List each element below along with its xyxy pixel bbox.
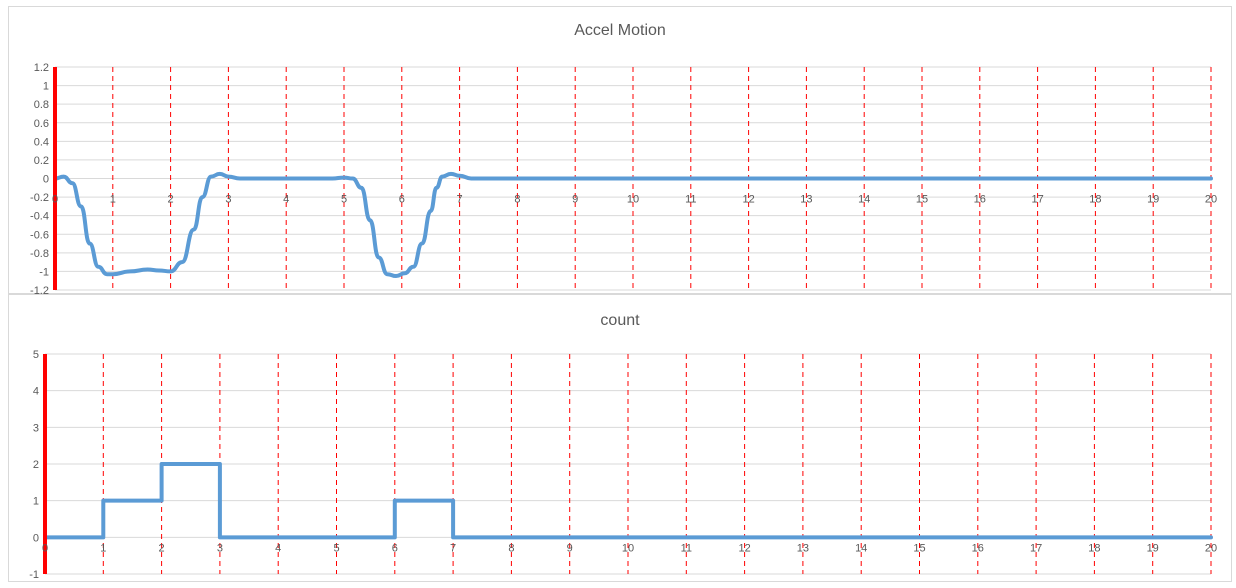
x-tick-label: 8 <box>514 194 520 206</box>
count-title: count <box>600 312 640 329</box>
y-tick-label: -0.8 <box>30 248 49 260</box>
x-tick-label: 19 <box>1147 542 1159 554</box>
x-tick-label: 2 <box>168 194 174 206</box>
x-tick-label: 1 <box>100 542 106 554</box>
x-tick-label: 8 <box>508 542 514 554</box>
x-tick-label: 12 <box>742 194 754 206</box>
x-tick-label: 4 <box>283 194 289 206</box>
x-tick-label: 14 <box>858 194 870 206</box>
y-tick-label: 0 <box>33 532 39 544</box>
y-tick-label: 0.4 <box>34 136 49 148</box>
accel-motion-plot: 1.210.80.60.40.20-0.2-0.4-0.6-0.8-1-1.20… <box>30 62 1217 297</box>
x-tick-label: 1 <box>110 194 116 206</box>
x-tick-label: 13 <box>797 542 809 554</box>
x-tick-label: 5 <box>341 194 347 206</box>
accel-motion-title: Accel Motion <box>574 22 666 39</box>
x-tick-label: 11 <box>685 194 696 206</box>
y-tick-label: 5 <box>33 349 39 361</box>
x-tick-label: 2 <box>159 542 165 554</box>
y-tick-label: 1 <box>33 496 39 508</box>
series-line <box>43 462 1213 540</box>
x-tick-label: 5 <box>333 542 339 554</box>
x-tick-label: 7 <box>457 194 463 206</box>
x-tick-label: 0 <box>42 542 48 554</box>
y-tick-label: 2 <box>33 459 39 471</box>
y-tick-label: -0.4 <box>30 211 49 223</box>
y-tick-label: 0.6 <box>34 118 49 130</box>
x-tick-label: 3 <box>225 194 231 206</box>
x-tick-label: 17 <box>1031 194 1043 206</box>
x-tick-label: 16 <box>972 542 984 554</box>
x-tick-label: 16 <box>974 194 986 206</box>
y-tick-label: -0.6 <box>30 229 49 241</box>
y-tick-label: 1.2 <box>34 62 49 74</box>
x-tick-label: 9 <box>572 194 578 206</box>
y-tick-label: -1 <box>39 266 49 278</box>
y-tick-label: 1 <box>43 81 49 93</box>
y-tick-label: 4 <box>33 386 39 398</box>
x-tick-label: 9 <box>567 542 573 554</box>
accel-motion-chart: Accel Motion 1.2 1 0.8 0.6 0.4 0.2 0 -0.2 -0.4 -0… <box>8 6 1232 297</box>
x-tick-label: 6 <box>399 194 405 206</box>
y-tick-label: -1 <box>29 569 39 581</box>
x-tick-label: 15 <box>916 194 928 206</box>
y-tick-label: 3 <box>33 422 39 434</box>
y-tick-label: 0.8 <box>34 99 49 111</box>
x-tick-label: 11 <box>681 542 692 554</box>
x-tick-label: 20 <box>1205 542 1217 554</box>
count-chart: count 5 4 3 2 1 0 -1 0 1 2 3 4 5 6 7 8 9 10 11 12 13 14 15 16 17… <box>8 294 1232 582</box>
x-tick-label: 6 <box>392 542 398 554</box>
x-tick-label: 19 <box>1147 194 1159 206</box>
x-tick-label: 7 <box>450 542 456 554</box>
x-tick-label: 0 <box>52 194 58 206</box>
x-tick-label: 4 <box>275 542 281 554</box>
x-tick-label: 18 <box>1088 542 1100 554</box>
y-tick-label: 0.2 <box>34 155 49 167</box>
y-tick-label: -0.2 <box>30 192 49 204</box>
x-tick-label: 10 <box>627 194 639 206</box>
x-tick-label: 18 <box>1089 194 1101 206</box>
x-tick-label: 12 <box>738 542 750 554</box>
x-tick-label: 15 <box>913 542 925 554</box>
x-tick-label: 14 <box>855 542 867 554</box>
x-tick-label: 13 <box>800 194 812 206</box>
x-tick-label: 20 <box>1205 194 1217 206</box>
series-line <box>53 171 1213 279</box>
x-tick-label: 10 <box>622 542 634 554</box>
y-tick-label: 0 <box>43 174 49 186</box>
x-tick-label: 3 <box>217 542 223 554</box>
x-tick-label: 17 <box>1030 542 1042 554</box>
